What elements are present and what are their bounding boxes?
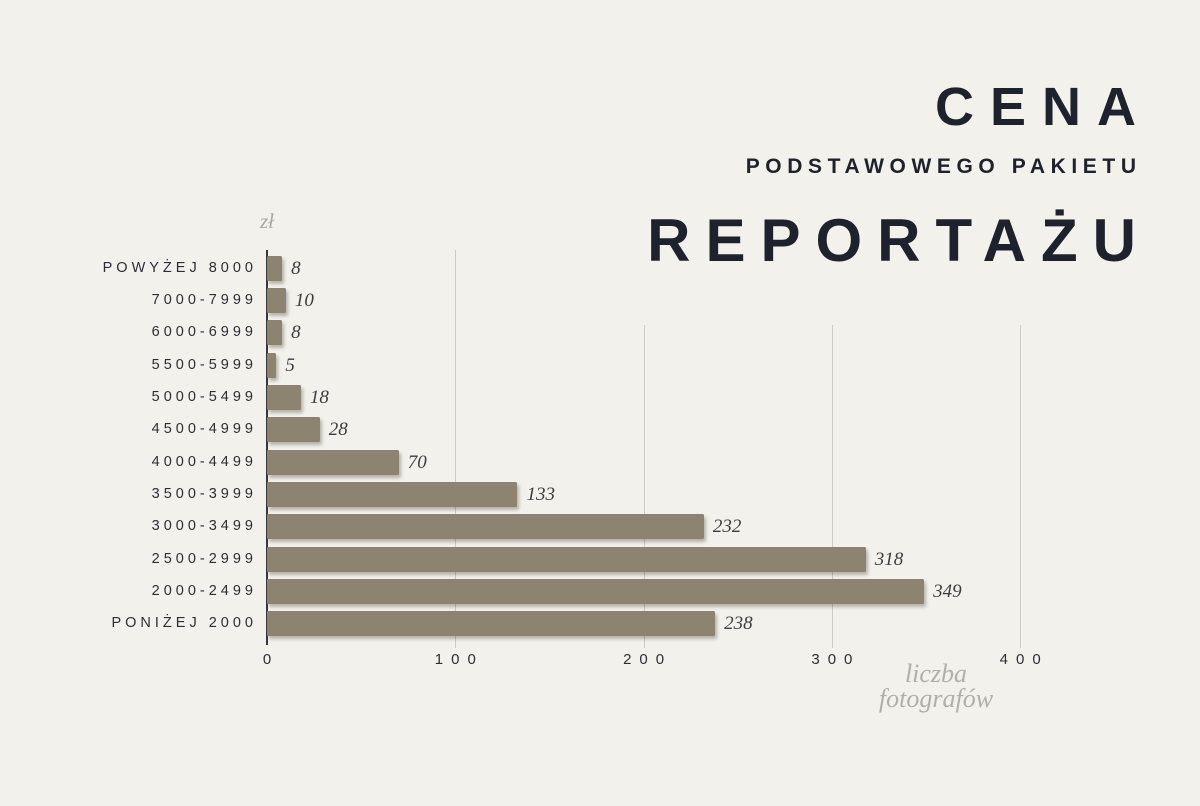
- bar: [267, 384, 301, 410]
- category-label: 5500-5999: [151, 356, 257, 373]
- bar: [267, 611, 716, 637]
- bar: [267, 482, 518, 508]
- gridline-100: [455, 250, 457, 648]
- x-axis-title: liczba fotografów: [836, 659, 1036, 713]
- title-line-reportazu: REPORTAŻU: [647, 207, 1151, 274]
- category-label: 6000-6999: [151, 324, 257, 341]
- category-label: POWYŻEJ 8000: [102, 259, 257, 276]
- x-axis-title-line1: liczba: [904, 659, 968, 688]
- x-tick-label-100: 100: [434, 651, 484, 668]
- category-label: 2500-2999: [151, 550, 257, 567]
- category-label: 3500-3999: [151, 486, 257, 503]
- bar: [267, 320, 283, 346]
- value-label: 8: [291, 322, 301, 344]
- x-tick-label-0: 0: [262, 651, 280, 668]
- x-axis-title-line2: fotografów: [878, 684, 994, 713]
- bar: [267, 287, 286, 313]
- category-label: 7000-7999: [151, 291, 257, 308]
- value-label: 70: [407, 451, 427, 473]
- bar: [267, 546, 866, 572]
- title-line-subtitle: PODSTAWOWEGO PAKIETU: [745, 155, 1142, 178]
- value-label: 8: [291, 257, 301, 279]
- category-label: 3000-3499: [151, 518, 257, 535]
- value-label: 318: [874, 548, 904, 570]
- bar: [267, 417, 320, 443]
- chart-title-block: CENA PODSTAWOWEGO PAKIETU REPORTAŻU: [647, 80, 1136, 271]
- title-line-cena: CENA: [934, 77, 1152, 137]
- bar: [267, 255, 283, 281]
- category-label: 4000-4499: [151, 453, 257, 470]
- value-label: 18: [309, 386, 329, 408]
- value-label: 232: [712, 516, 742, 538]
- x-tick-label-200: 200: [623, 651, 673, 668]
- bar: [267, 352, 277, 378]
- value-label: 5: [285, 354, 295, 376]
- y-axis-unit-label: zł: [259, 209, 274, 233]
- bar: [267, 579, 925, 605]
- bar: [267, 514, 704, 540]
- category-label: 2000-2499: [151, 583, 257, 600]
- y-axis-line: [266, 250, 268, 645]
- gridline-300: [831, 325, 833, 648]
- category-label: PONIŻEJ 2000: [111, 615, 257, 632]
- x-tick-label-300: 300: [811, 651, 861, 668]
- x-tick-label-400: 400: [999, 651, 1049, 668]
- gridline-200: [643, 325, 645, 648]
- value-label: 238: [724, 613, 753, 635]
- bar: [267, 449, 399, 475]
- gridline-400: [1020, 325, 1022, 648]
- value-label: 28: [328, 419, 348, 441]
- value-label: 10: [294, 289, 314, 311]
- category-label: 5000-5499: [151, 388, 257, 405]
- value-label: 133: [526, 484, 555, 506]
- category-label: 4500-4999: [151, 421, 257, 438]
- value-label: 349: [933, 581, 962, 603]
